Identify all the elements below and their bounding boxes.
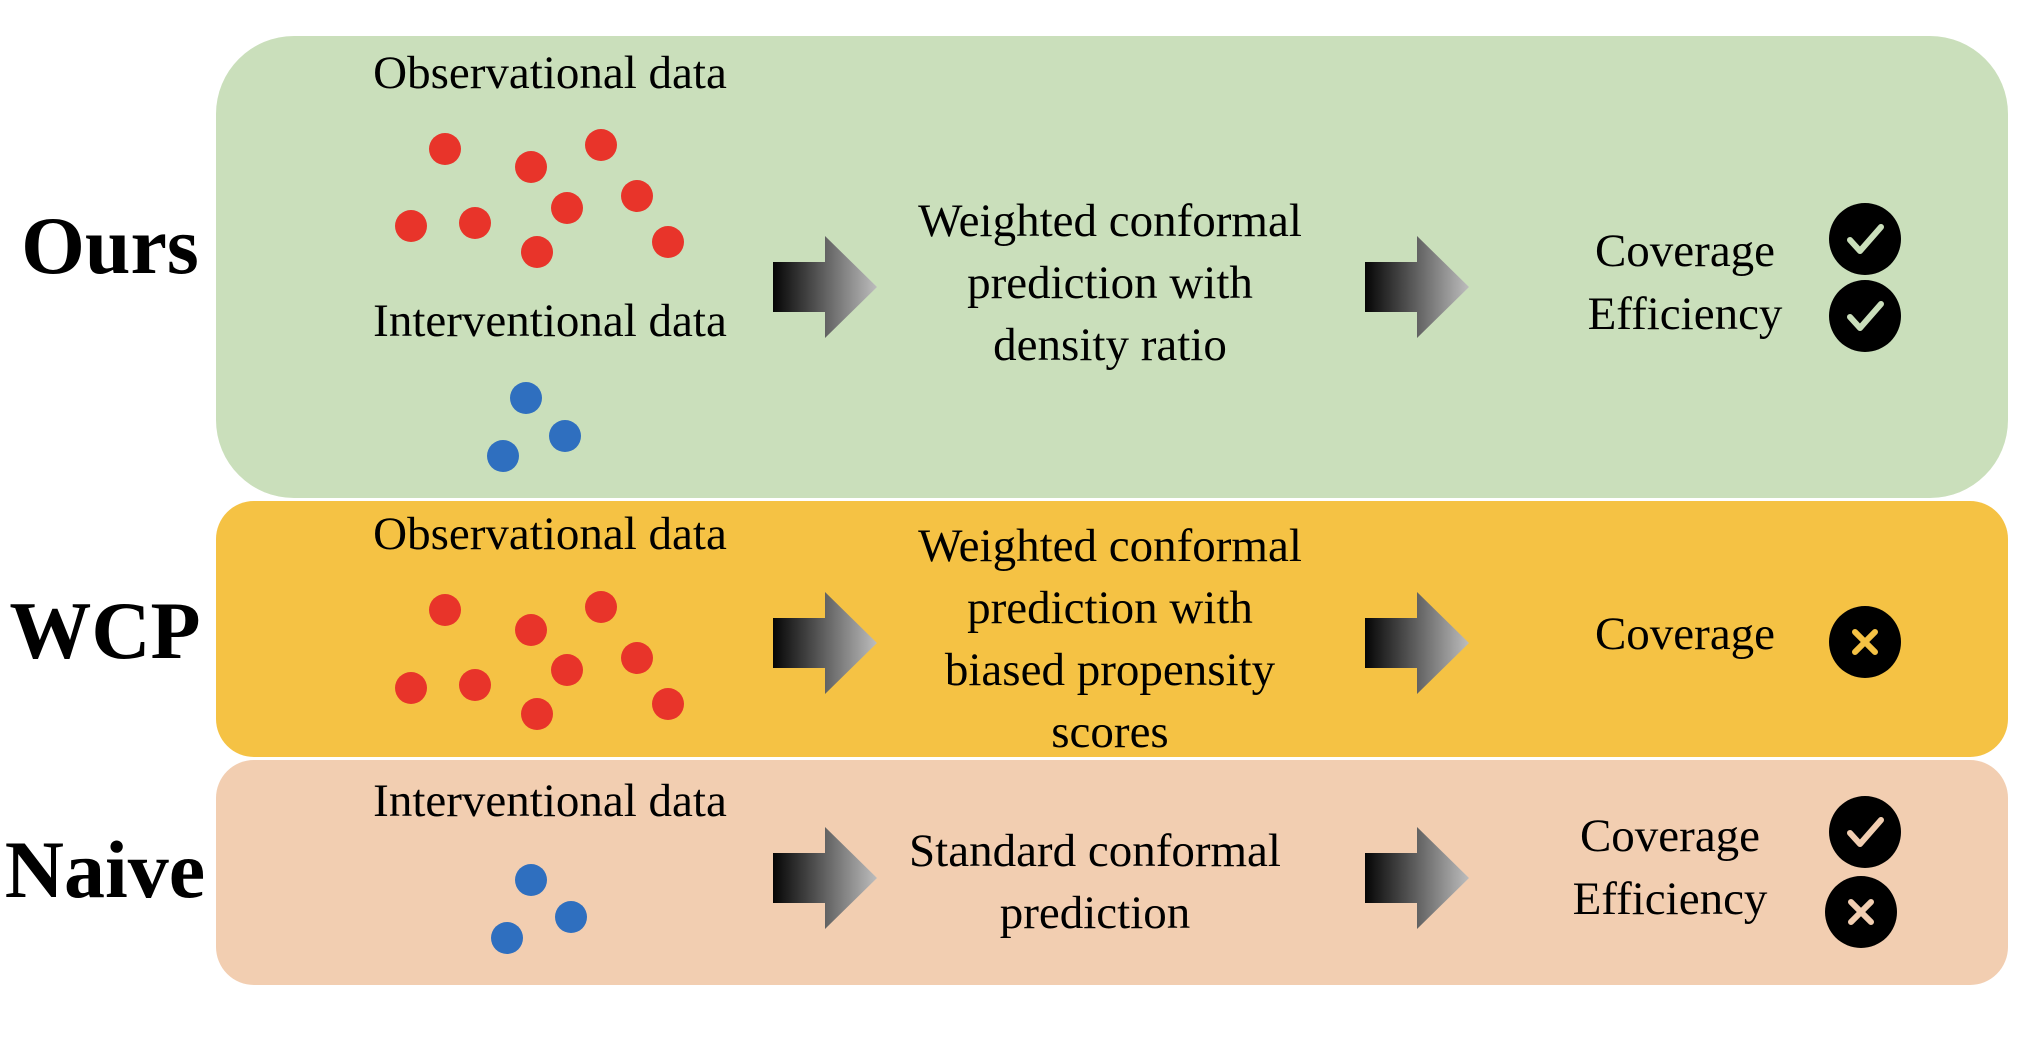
observational-point (585, 129, 617, 161)
wcp-method-line-2: prediction with (967, 582, 1253, 634)
observational-point (521, 698, 553, 730)
arrow-right-icon (773, 592, 877, 694)
arrow-right-icon (1365, 592, 1469, 694)
wcp-observational-title: Observational data (373, 508, 727, 560)
check-icon (1829, 203, 1901, 275)
observational-point (652, 226, 684, 258)
ours-panel (216, 36, 2008, 498)
interventional-point (549, 420, 581, 452)
observational-point (429, 594, 461, 626)
observational-point (429, 133, 461, 165)
ours-method-line-1: Weighted conformal (918, 195, 1302, 247)
naive-method-line-2: prediction (999, 887, 1191, 939)
arrow-right-icon (1365, 236, 1469, 338)
observational-point (395, 210, 427, 242)
observational-point (459, 207, 491, 239)
row-label-naive: Naive (4, 824, 206, 915)
check-icon (1829, 796, 1901, 868)
observational-point (515, 614, 547, 646)
ours-observational-title: Observational data (373, 47, 727, 99)
arrow-right-icon (1365, 827, 1469, 929)
observational-point (395, 672, 427, 704)
interventional-point (487, 440, 519, 472)
row-label-ours: Ours (21, 200, 199, 291)
observational-point (551, 654, 583, 686)
ours-method-line-2: prediction with (967, 257, 1253, 309)
arrow-right-icon (773, 827, 877, 929)
observational-point (515, 151, 547, 183)
wcp-method-line-3: biased propensity (944, 644, 1276, 696)
wcp-result-coverage: Coverage (1594, 608, 1776, 660)
observational-point (621, 180, 653, 212)
observational-point (652, 688, 684, 720)
cross-icon (1829, 606, 1901, 678)
observational-point (521, 236, 553, 268)
wcp-method-line-1: Weighted conformal (918, 520, 1302, 572)
arrow-right-icon (773, 236, 877, 338)
wcp-panel (216, 501, 2008, 757)
wcp-method-line-4: scores (1051, 706, 1169, 758)
interventional-point (515, 864, 547, 896)
check-icon (1829, 280, 1901, 352)
ours-result-coverage: Coverage (1594, 225, 1776, 277)
interventional-point (555, 901, 587, 933)
naive-method-line-1: Standard conformal (909, 825, 1281, 877)
observational-point (459, 669, 491, 701)
naive-result-efficiency: Efficiency (1572, 873, 1768, 925)
ours-interventional-title: Interventional data (373, 295, 727, 347)
naive-interventional-title: Interventional data (373, 775, 727, 827)
interventional-point (510, 382, 542, 414)
naive-result-coverage: Coverage (1579, 810, 1761, 862)
ours-result-efficiency: Efficiency (1587, 288, 1783, 340)
interventional-point (491, 922, 523, 954)
row-label-wcp: WCP (9, 585, 201, 676)
observational-point (585, 591, 617, 623)
cross-icon (1825, 876, 1897, 948)
observational-point (551, 192, 583, 224)
ours-method-line-3: density ratio (993, 319, 1227, 371)
observational-point (621, 642, 653, 674)
